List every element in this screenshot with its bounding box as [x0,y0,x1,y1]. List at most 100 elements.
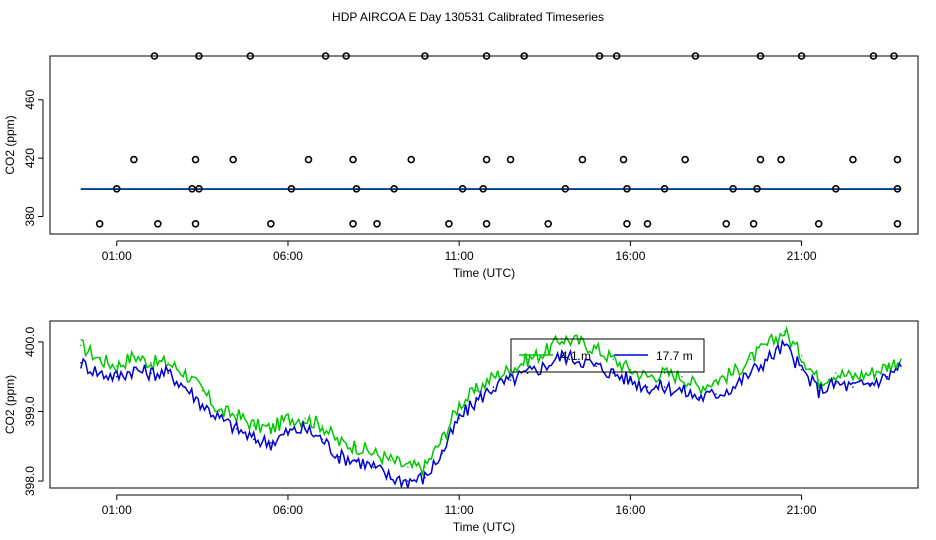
calibration-point-ppm_399-10 [660,184,669,193]
data-point-green-14 [321,424,324,427]
data-point-green-9 [235,414,238,416]
data-point-blue-14 [321,438,324,441]
data-point-blue-35 [680,389,683,392]
calibration-point-ppm_490-6 [482,52,491,60]
data-point-blue-1 [98,372,101,374]
data-point-green-26 [526,358,529,361]
data-point-blue-18 [389,476,392,479]
data-point-blue-10 [252,438,255,441]
data-point-green-39 [749,358,752,361]
data-point-green-36 [698,386,700,388]
calibration-point-ppm_490-1 [195,52,203,60]
calibration-point-ppm_490-5 [421,52,429,60]
y-axis-title-0: CO2 (ppm) [3,115,17,174]
plot-frame-0 [49,55,919,235]
data-point-blue-31 [612,372,615,374]
data-point-green-32 [629,368,632,371]
calibration-point-ppm_419-10 [681,155,689,164]
data-point-blue-34 [663,386,666,388]
data-point-green-38 [732,372,734,374]
data-point-blue-13 [304,428,306,430]
y-tick-label-1-2: 400.0 [23,327,37,357]
calibration-point-ppm_375-12 [749,219,758,228]
calibration-point-ppm_490-10 [691,52,700,60]
data-point-green-37 [715,379,717,381]
data-point-blue-7 [201,403,204,406]
calibration-point-ppm_375-7 [482,219,491,228]
x-axis-title-1: Time (UTC) [453,520,515,534]
calibration-point-ppm_419-4 [349,155,357,164]
calibration-point-ppm_419-13 [849,155,857,164]
data-point-green-11 [270,428,272,430]
y-tick-label-1-1: 399.0 [23,396,37,426]
calibration-point-ppm_490-11 [756,52,765,60]
calibration-point-ppm_399-1 [188,184,196,193]
calibration-point-ppm_375-14 [893,219,902,228]
data-point-blue-16 [355,459,358,461]
data-point-blue-11 [270,441,272,444]
calibration-point-ppm_399-14 [893,184,902,193]
calibration-point-ppm_375-9 [623,219,631,228]
calibration-point-ppm_419-14 [893,155,902,164]
data-point-green-10 [252,424,255,427]
data-point-green-12 [287,417,289,420]
data-point-green-45 [852,375,854,378]
y-tick-label-0-0: 380 [23,206,37,226]
data-point-blue-32 [629,379,632,381]
figure-title: HDP AIRCOA E Day 130531 Calibrated Times… [332,10,604,24]
calibration-point-ppm_419-6 [482,155,491,164]
data-point-blue-5 [167,372,169,374]
data-point-blue-46 [869,382,871,385]
data-point-blue-33 [646,386,649,388]
data-point-blue-0 [80,361,82,364]
calibration-point-ppm_490-13 [869,52,878,60]
data-point-green-24 [492,375,495,378]
calibration-point-ppm_399-3 [287,184,296,193]
data-point-green-7 [201,389,204,392]
data-point-blue-6 [184,386,187,388]
calibration-point-ppm_490-12 [797,52,806,60]
data-point-green-21 [441,438,443,441]
data-point-blue-39 [749,372,752,374]
data-point-blue-37 [715,393,717,395]
calibration-point-ppm_490-9 [612,52,621,60]
calibration-point-ppm_375-6 [445,219,453,228]
calibration-point-ppm_399-7 [479,184,487,193]
x-tick-label-0-2: 11:00 [445,249,474,263]
calibration-point-ppm_419-9 [619,155,628,164]
data-point-green-1 [98,358,101,361]
calibration-point-ppm_375-3 [267,219,275,228]
calibration-point-ppm_399-5 [390,184,398,193]
data-point-green-8 [218,410,221,413]
data-point-green-20 [424,466,426,468]
x-tick-label-0-4: 21:00 [787,249,817,263]
data-point-blue-2 [115,375,118,378]
data-point-green-15 [338,441,341,444]
x-axis-title-0: Time (UTC) [453,266,515,280]
y-axis-title-1: CO2 (ppm) [3,375,17,434]
calibration-point-ppm_399-8 [561,184,570,193]
data-point-green-43 [817,379,820,381]
x-tick-label-1-0: 01:00 [102,503,132,517]
calibration-point-ppm_375-1 [154,219,162,228]
y-tick-label-0-2: 460 [23,89,37,109]
x-tick-label-1-2: 11:00 [445,503,474,517]
calibration-point-ppm_419-0 [130,155,138,164]
calibration-point-ppm_419-12 [777,155,785,164]
data-point-blue-40 [766,358,769,361]
calibration-point-ppm_375-5 [373,219,381,228]
data-point-blue-43 [817,389,820,392]
data-point-blue-38 [732,386,734,388]
data-point-blue-4 [150,372,152,374]
data-point-green-3 [133,354,135,357]
calibration-point-ppm_375-10 [643,219,652,228]
data-point-green-16 [355,445,358,448]
calibration-point-ppm_490-0 [150,52,159,60]
calibration-point-ppm_419-8 [578,155,587,164]
plot-frame-1 [49,320,919,489]
data-point-blue-30 [595,365,597,368]
data-point-green-44 [835,372,837,374]
data-point-green-6 [184,372,187,374]
data-point-blue-3 [133,368,135,371]
